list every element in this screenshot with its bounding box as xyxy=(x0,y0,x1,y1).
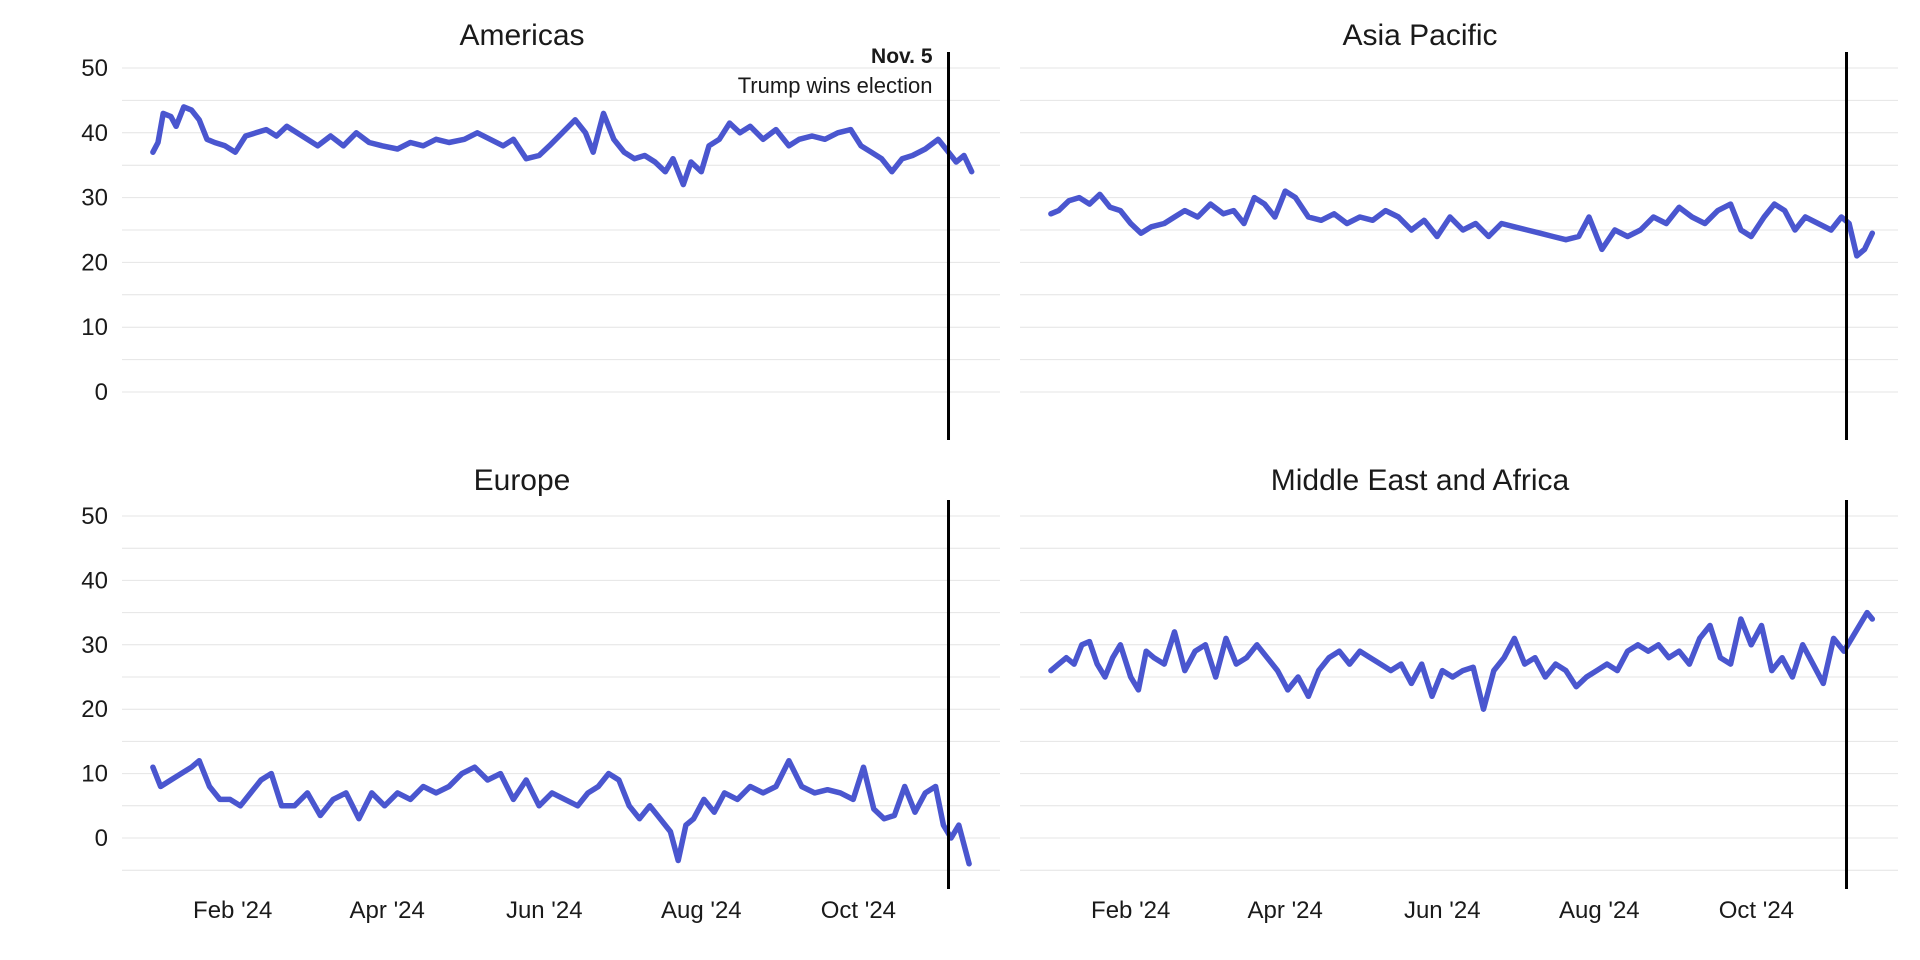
y-tick-label: 0 xyxy=(95,825,108,852)
y-tick-label: 0 xyxy=(95,379,108,406)
series-line-0 xyxy=(1048,609,1876,712)
panel-title: Europe xyxy=(474,464,571,497)
y-tick-label: 40 xyxy=(81,120,108,147)
panel-title: Asia Pacific xyxy=(1342,19,1497,52)
panel-title: Middle East and Africa xyxy=(1271,464,1570,497)
x-tick-label: Oct '24 xyxy=(1719,897,1794,924)
x-tick-label: Feb '24 xyxy=(193,897,272,924)
chart-panel-3: Middle East and Africa Feb '24 Apr '24 Jun … xyxy=(1020,464,1898,924)
y-tick-label: 30 xyxy=(81,185,108,212)
x-tick-label: Apr '24 xyxy=(1248,897,1323,924)
x-tick-label: Jun '24 xyxy=(1404,897,1481,924)
y-tick-label: 10 xyxy=(81,761,108,788)
y-tick-label: 20 xyxy=(81,696,108,723)
y-tick-label: 50 xyxy=(81,503,108,530)
panel-title: Americas xyxy=(459,19,584,52)
series-line-0 xyxy=(1048,188,1876,259)
chart-panel-2: Europe 0 10 20 30 40 50 Feb '24 Apr '24 Jun '24 Au… xyxy=(81,464,1000,924)
y-tick-label: 50 xyxy=(81,55,108,82)
y-tick-label: 30 xyxy=(81,632,108,659)
x-tick-label: Aug '24 xyxy=(661,897,742,924)
x-tick-label: Apr '24 xyxy=(350,897,425,924)
x-tick-label: Jun '24 xyxy=(506,897,583,924)
event-date-label: Nov. 5 xyxy=(871,45,933,68)
series-line-0 xyxy=(150,104,975,188)
x-tick-label: Feb '24 xyxy=(1091,897,1170,924)
y-tick-label: 40 xyxy=(81,567,108,594)
x-tick-label: Aug '24 xyxy=(1559,897,1640,924)
y-tick-label: 20 xyxy=(81,249,108,276)
series-line-0 xyxy=(150,757,972,867)
chart-panel-1: Asia Pacific xyxy=(1020,19,1898,440)
y-tick-label: 10 xyxy=(81,314,108,341)
event-description-label: Trump wins election xyxy=(738,73,933,98)
chart-panel-0: Americas 0 10 20 30 40 50 Nov. 5 Trump wins elec… xyxy=(81,19,1000,440)
x-tick-label: Oct '24 xyxy=(821,897,896,924)
